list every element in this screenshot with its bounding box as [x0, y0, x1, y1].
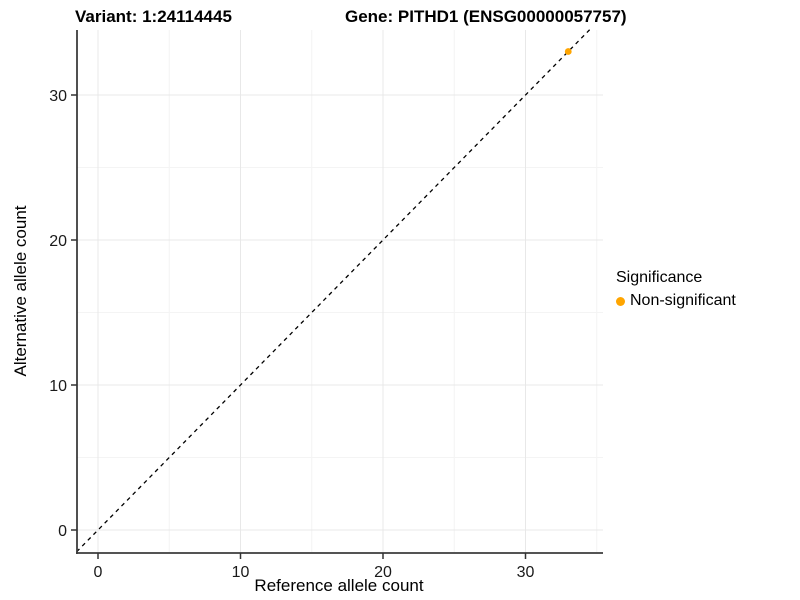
plot-title-gene: Gene: PITHD1 (ENSG00000057757) [345, 7, 627, 26]
x-tick-label: 0 [94, 564, 103, 581]
legend-item-non-significant: Non-significant [616, 292, 736, 310]
data-point [564, 48, 572, 55]
x-tick-label: 10 [232, 564, 250, 581]
legend-item-label: Non-significant [630, 292, 736, 309]
legend: Significance Non-significant [616, 269, 736, 310]
legend-title: Significance [616, 269, 703, 286]
y-tick-label: 0 [58, 523, 67, 540]
legend-swatch-non-significant-icon [616, 296, 625, 306]
y-tick-label: 30 [49, 88, 67, 105]
x-tick-label: 20 [374, 564, 392, 581]
x-tick-label: 30 [517, 564, 535, 581]
y-tick-label: 20 [49, 233, 67, 250]
y-tick-label: 10 [49, 378, 67, 395]
y-axis-title: Alternative allele count [11, 205, 30, 377]
x-axis-title: Reference allele count [254, 576, 424, 595]
identity-line [76, 29, 591, 553]
plot-title-variant: Variant: 1:24114445 [75, 7, 232, 26]
